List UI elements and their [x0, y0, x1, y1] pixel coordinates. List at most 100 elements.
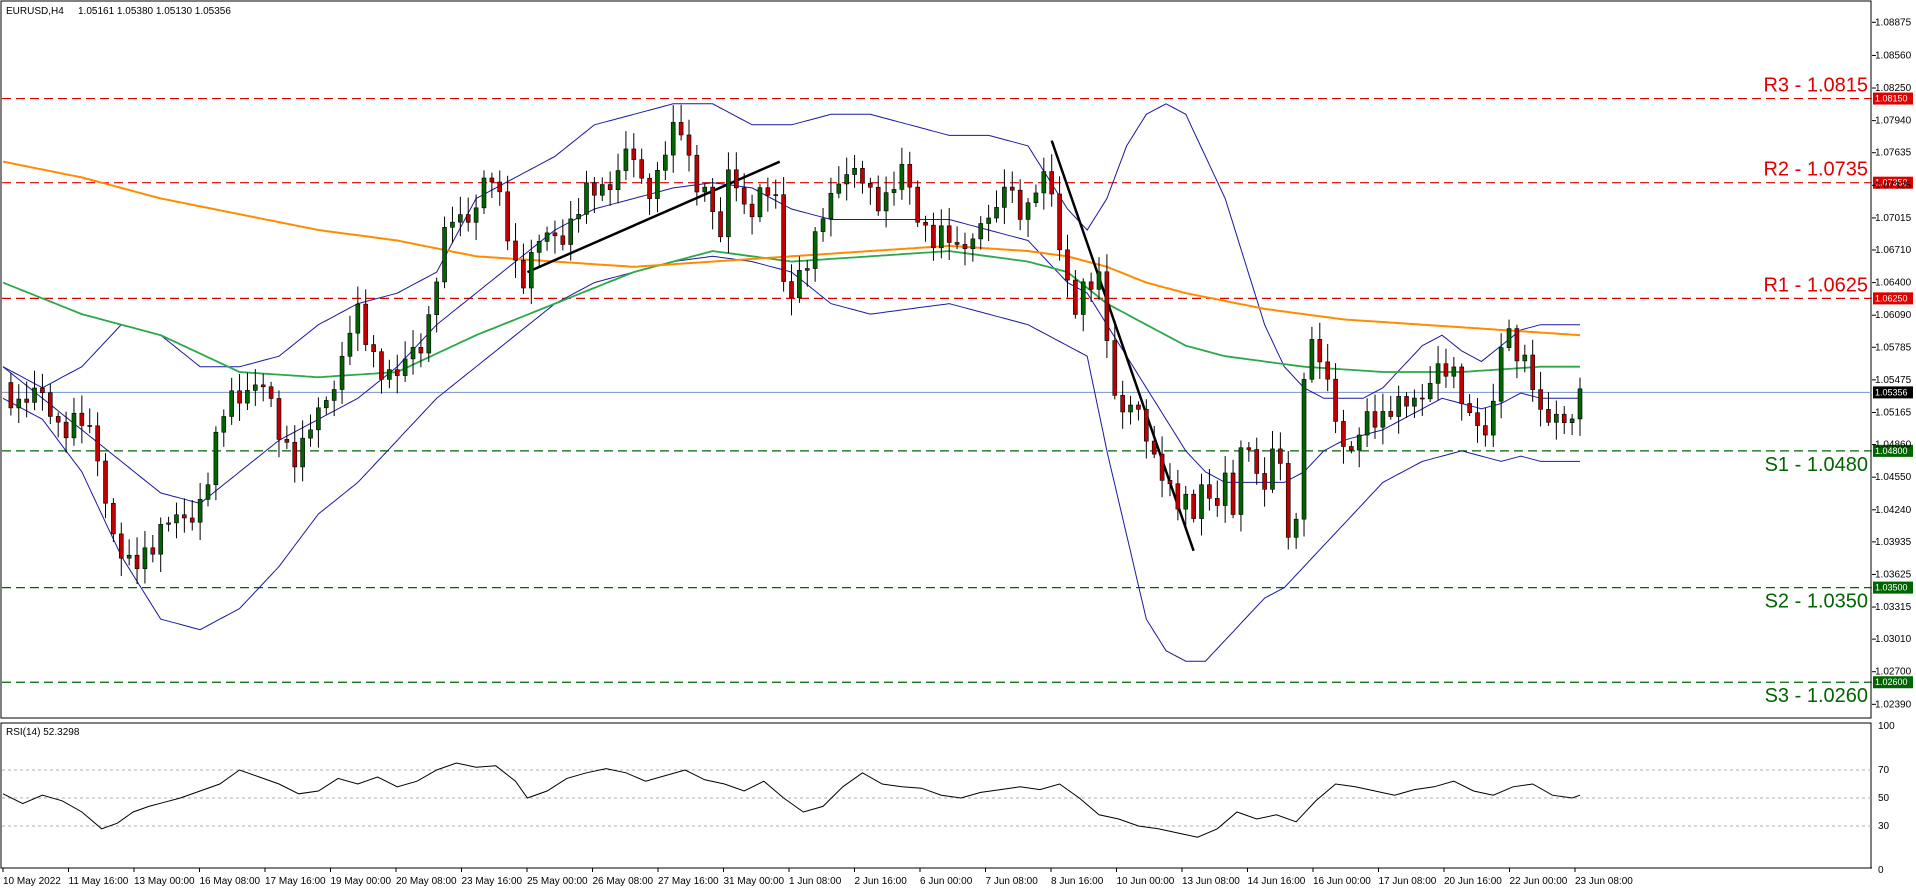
candle-bullish [300, 437, 305, 468]
candle-bullish [481, 177, 487, 209]
upper_band-line [2, 103, 1580, 399]
candle-bearish [118, 533, 124, 559]
candle-bearish [678, 122, 684, 136]
candle-bearish [923, 221, 928, 226]
time-tick-label: 13 Jun 08:00 [1182, 876, 1240, 887]
candle-bearish [1136, 404, 1141, 410]
time-tick-label: 20 May 08:00 [396, 876, 457, 887]
candle-bearish [1104, 271, 1110, 341]
candle-bullish [820, 218, 826, 232]
candle-bearish [1514, 328, 1520, 362]
candle-bearish [631, 148, 637, 160]
candle-bullish [1128, 404, 1133, 413]
candle-bearish [1561, 413, 1567, 424]
candle-bearish [489, 177, 495, 183]
time-tick-label: 6 Jun 00:00 [920, 876, 973, 887]
candle-bearish [1017, 189, 1023, 220]
candle-bullish [1451, 366, 1457, 377]
time-tick-label: 23 Jun 08:00 [1575, 876, 1633, 887]
candle-bullish [584, 182, 589, 215]
candle-bullish [812, 231, 818, 269]
candle-bullish [1569, 418, 1575, 424]
resistance-price-tag-text: 1.07350 [1875, 178, 1908, 188]
time-tick-label: 10 Jun 00:00 [1117, 876, 1175, 887]
candle-bullish [1199, 484, 1204, 519]
candle-bullish [213, 431, 219, 486]
candle-bullish [1498, 347, 1504, 402]
candle-bullish [1096, 271, 1102, 290]
candle-bullish [32, 387, 37, 403]
candle-bullish [623, 148, 629, 171]
time-tick-label: 7 Jun 08:00 [986, 876, 1039, 887]
candle-bullish [316, 407, 321, 431]
candle-bearish [560, 235, 566, 245]
candle-bullish [434, 281, 439, 315]
candle-bearish [765, 187, 771, 196]
candle-bearish [1538, 389, 1543, 410]
candle-bearish [1088, 281, 1094, 290]
candle-bearish [268, 386, 274, 399]
main-pane-frame [0, 0, 1872, 719]
candle-bearish [237, 390, 242, 404]
candle-bearish [55, 416, 61, 423]
candle-bullish [1554, 413, 1559, 423]
candle-bullish [1380, 411, 1386, 428]
candle-bearish [394, 369, 400, 376]
candle-bearish [182, 514, 187, 519]
candle-bearish [1546, 409, 1551, 423]
ma_orange-line [2, 160, 1581, 337]
candle-bearish [465, 214, 471, 223]
candle-bearish [639, 159, 644, 179]
candle-bullish [576, 214, 581, 220]
candle-bullish [828, 192, 834, 220]
candle-bullish [1577, 388, 1583, 420]
candle-bearish [1372, 411, 1378, 428]
candle-bullish [528, 252, 534, 289]
time-tick-label: 23 May 16:00 [462, 876, 523, 887]
candle-bearish [24, 398, 29, 403]
time-tick-label: 31 May 00:00 [724, 876, 785, 887]
candle-bullish [844, 174, 849, 185]
candle-bearish [915, 186, 920, 223]
candle-bearish [292, 441, 298, 468]
candle-bearish [734, 169, 739, 189]
candle-bearish [521, 259, 526, 289]
candle-bullish [458, 214, 463, 223]
candle-bullish [1309, 339, 1315, 380]
candle-bullish [229, 390, 234, 417]
candle-bearish [1246, 447, 1252, 450]
candle-bearish [150, 547, 156, 555]
candle-bullish [1025, 202, 1031, 220]
candle-bearish [647, 177, 652, 199]
candle-bullish [536, 241, 542, 253]
time-tick-label: 17 May 16:00 [265, 876, 326, 887]
candle-bullish [804, 268, 810, 271]
candle-bearish [260, 384, 266, 388]
candle-bullish [702, 186, 708, 193]
candle-bearish [860, 168, 865, 184]
rsi-pane: 100 70 50 30 0 [0, 721, 1895, 876]
middle_band-line [2, 182, 1580, 505]
candle-bullish [970, 238, 976, 250]
price-tick-label: 1.05475 [1875, 375, 1912, 386]
candle-bearish [607, 184, 613, 190]
price-tick-label: 1.08560 [1875, 50, 1912, 61]
candle-bullish [16, 398, 22, 409]
candle-bullish [939, 225, 944, 249]
candle-bullish [71, 412, 77, 439]
rsi-tick-label: 0 [1878, 865, 1884, 876]
candle-bearish [875, 186, 881, 212]
candle-bearish [95, 425, 100, 462]
candle-bearish [946, 225, 952, 243]
candle-bearish [592, 182, 597, 196]
resistance-label: R2 - 1.0735 [1763, 159, 1868, 181]
price-tick-label: 1.07940 [1875, 116, 1912, 127]
candle-bearish [1467, 403, 1472, 413]
time-tick-label: 10 May 2022 [3, 876, 61, 887]
candle-bearish [513, 240, 518, 261]
candle-bearish [741, 187, 747, 205]
candle-bullish [205, 484, 211, 500]
candle-bearish [1159, 453, 1165, 481]
candle-bullish [347, 332, 353, 357]
